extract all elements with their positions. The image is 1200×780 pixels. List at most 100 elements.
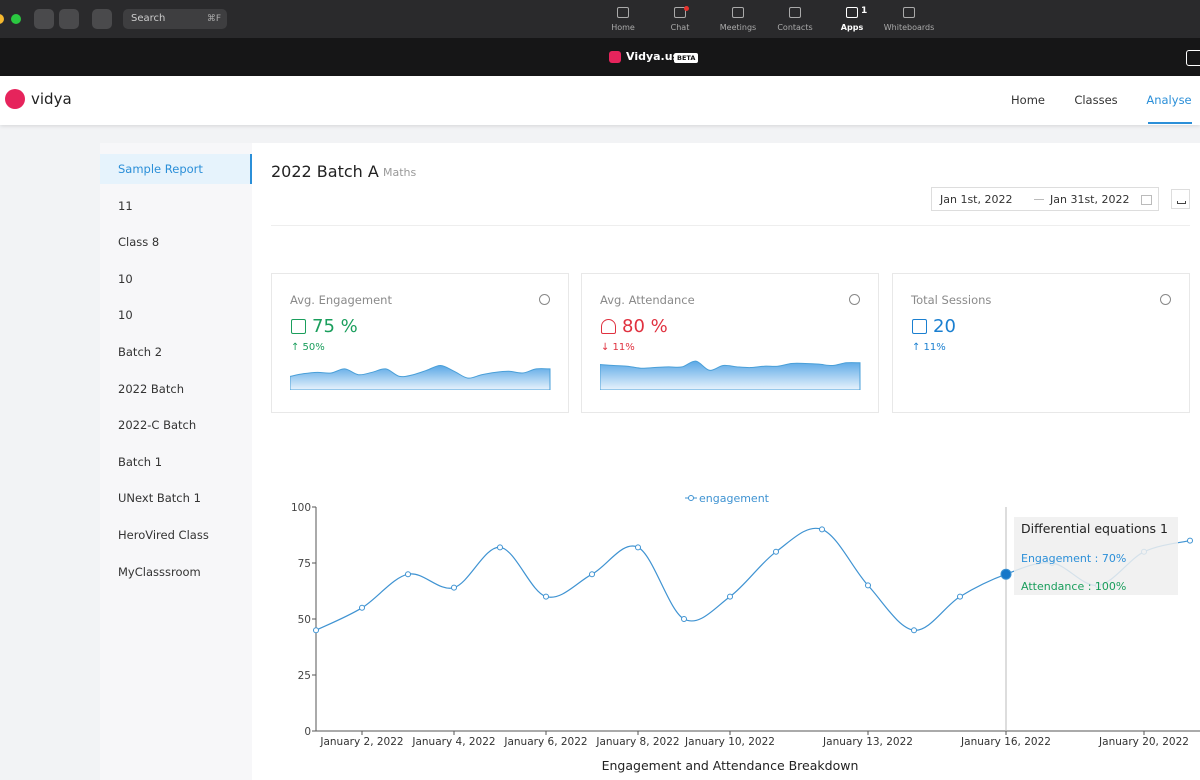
sidebar-item[interactable]: 2022 Batch (118, 381, 184, 396)
tooltip-title: Differential equations 1 (1021, 521, 1168, 536)
data-point (451, 584, 457, 591)
info-icon (849, 294, 860, 305)
toolbar-tab[interactable]: Whiteboards (883, 23, 935, 32)
tooltip-line: Attendance : 100% (1021, 580, 1126, 593)
data-point (773, 548, 779, 555)
stat-card: Avg. Engagement 75 % ↑ 50% (271, 273, 569, 413)
card-value: 75 % (312, 316, 358, 337)
data-point (543, 593, 549, 600)
system-toolbar: Search ⌘F Home Chat Meetings Contacts Apps 1 W… (0, 0, 1200, 38)
tab-badge: 1 (861, 6, 868, 16)
chart-title: Engagement and Attendance Breakdown (602, 758, 859, 773)
card-value: 20 (933, 316, 956, 337)
toolbar-tab[interactable]: Chat (670, 23, 690, 32)
data-point (1000, 568, 1012, 580)
x-tick-label: January 4, 2022 (411, 736, 495, 748)
sidebar (100, 143, 252, 780)
y-tick-label: 75 (298, 558, 311, 570)
sparkline (290, 365, 551, 390)
range-arrow (1034, 199, 1044, 200)
history-button[interactable] (92, 9, 112, 29)
tab-icon (674, 7, 686, 18)
forward-button[interactable] (59, 9, 79, 29)
sidebar-item[interactable]: Class 8 (118, 235, 160, 250)
sidebar-item[interactable]: HeroVired Class (118, 528, 209, 542)
report-subject: Maths (383, 166, 417, 179)
card-change: ↑ 11% (912, 342, 946, 353)
window-title: Vidya.us (626, 50, 680, 63)
calendar-icon (1141, 195, 1152, 205)
data-point (635, 544, 641, 551)
data-point (819, 526, 825, 533)
window-zoom[interactable] (11, 14, 21, 24)
download-button[interactable] (1171, 189, 1190, 209)
nav-link[interactable]: Classes (1074, 93, 1118, 107)
sidebar-item[interactable]: MyClasssroom (118, 564, 201, 579)
sidebar-item[interactable]: 2022-C Batch (118, 418, 197, 433)
toolbar-tab[interactable]: Home (611, 23, 635, 32)
info-icon (539, 294, 550, 305)
sparkline-area (600, 360, 861, 390)
x-tick-label: January 6, 2022 (503, 736, 587, 748)
search-box[interactable]: Search ⌘F (123, 9, 227, 29)
toolbar-tab[interactable]: Contacts (777, 23, 813, 32)
divider (271, 225, 1190, 226)
sidebar-item[interactable]: Batch 2 (118, 345, 163, 359)
app-icon (609, 51, 621, 63)
y-tick-label: 0 (304, 726, 311, 738)
legend-label: engagement (699, 492, 770, 505)
x-tick-label: January 16, 2022 (960, 736, 1051, 748)
search-placeholder: Search (131, 13, 166, 24)
data-point (727, 593, 733, 600)
date-range-picker[interactable]: Jan 1st, 2022 Jan 31st, 2022 (931, 187, 1159, 211)
x-tick-label: January 10, 2022 (684, 736, 775, 748)
beta-badge: BETA (674, 53, 699, 63)
tab-icon (617, 7, 629, 18)
sparkline-area (290, 365, 551, 390)
nav-underline (1148, 122, 1192, 124)
x-tick-label: January 2, 2022 (319, 736, 403, 748)
info-icon (1160, 294, 1171, 305)
card-icon (912, 319, 927, 334)
data-point (405, 571, 411, 578)
stat-card: Total Sessions 20 ↑ 11% (892, 273, 1190, 413)
brand-name: vidya (31, 90, 72, 108)
card-icon (291, 319, 306, 334)
sidebar-item[interactable]: 10 (118, 308, 133, 323)
card-label: Avg. Engagement (290, 293, 392, 307)
main-panel (100, 143, 1200, 780)
y-tick-label: 100 (291, 502, 311, 514)
sidebar-item[interactable]: 10 (118, 271, 133, 286)
sidebar-item[interactable]: Batch 1 (118, 454, 163, 469)
legend-marker (688, 495, 694, 501)
nav-link[interactable]: Home (1011, 93, 1045, 107)
tab-icon (732, 7, 744, 18)
card-label: Total Sessions (911, 293, 992, 307)
card-change: ↓ 11% (601, 342, 635, 353)
sidebar-item[interactable]: Sample Report (100, 154, 252, 184)
data-point (865, 582, 871, 589)
tooltip-line: Engagement : 70% (1021, 552, 1126, 565)
card-change: ↑ 50% (291, 342, 325, 353)
data-point (957, 593, 963, 600)
nav-link[interactable]: Analyse (1146, 93, 1192, 107)
sidebar-item[interactable]: 11 (118, 198, 133, 213)
tab-icon (903, 7, 915, 18)
stat-card: Avg. Attendance 80 % ↓ 11% (581, 273, 879, 413)
search-shortcut: ⌘F (206, 14, 221, 24)
sidebar-item[interactable]: UNext Batch 1 (118, 491, 201, 506)
y-tick-label: 50 (298, 614, 311, 626)
x-tick-label: January 8, 2022 (595, 736, 679, 748)
back-button[interactable] (34, 9, 54, 29)
card-value: 80 % (622, 316, 668, 337)
toolbar-tab[interactable]: Apps (840, 23, 864, 32)
report-title: 2022 Batch A (271, 162, 379, 181)
window-minimize[interactable] (0, 14, 4, 24)
app-header: vidya Home Classes Analyse (0, 76, 1200, 125)
window-control[interactable] (1186, 50, 1200, 66)
sparkline (600, 360, 861, 390)
card-icon (601, 319, 616, 334)
toolbar-tab[interactable]: Meetings (719, 23, 757, 32)
